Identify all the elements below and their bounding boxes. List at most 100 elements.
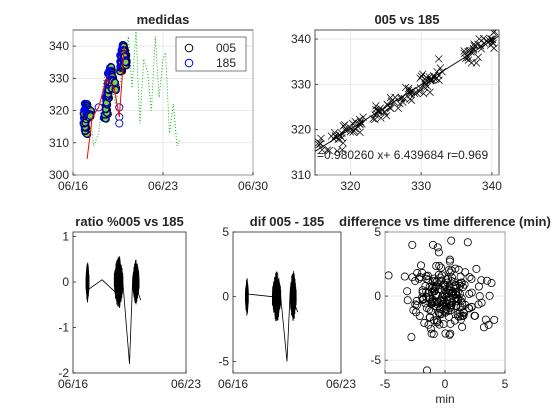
- point-005: [122, 58, 130, 67]
- legend-label-185: 185: [216, 56, 236, 70]
- ratio-xtick-label: 06/16: [58, 377, 88, 391]
- point-circle: [456, 315, 465, 324]
- series-burst: [289, 271, 297, 321]
- point-circle: [472, 264, 481, 273]
- point-circle: [412, 296, 421, 305]
- point-x: [464, 56, 473, 64]
- point-circle: [459, 308, 468, 317]
- diffscatter-xtick-label: 0: [442, 377, 449, 391]
- legend-box: [175, 36, 247, 72]
- medidas-xtick-label: 06/23: [148, 179, 178, 193]
- point-circle: [440, 291, 449, 300]
- point-x: [394, 104, 402, 112]
- point-x: [338, 145, 346, 154]
- medidas-ytick-label: 330: [49, 71, 69, 85]
- point-circle: [450, 316, 459, 325]
- point-x: [421, 80, 429, 89]
- point-x: [415, 87, 424, 96]
- scatter005vs185-ytick-label: 310: [291, 168, 311, 182]
- series-burst: [113, 256, 124, 309]
- series-burst: [271, 271, 282, 322]
- point-x: [325, 146, 333, 155]
- point-circle: [445, 330, 454, 339]
- point-x: [469, 46, 478, 54]
- point-185: [115, 119, 124, 128]
- point-circle: [453, 297, 462, 306]
- ratio-ytick-label: -2: [58, 366, 69, 380]
- point-x: [358, 120, 366, 128]
- point-circle: [479, 323, 488, 332]
- point-circle: [436, 297, 445, 306]
- point-circle: [465, 273, 474, 282]
- point-circle: [416, 261, 425, 270]
- point-x: [486, 35, 495, 43]
- point-x: [335, 134, 343, 143]
- medidas-ytick-label: 300: [49, 168, 69, 182]
- point-circle: [460, 280, 469, 289]
- point-circle: [432, 318, 441, 327]
- point-circle: [408, 240, 417, 249]
- point-circle: [484, 320, 493, 329]
- point-circle: [450, 281, 459, 290]
- point-circle: [424, 288, 433, 297]
- series-line: [248, 292, 299, 362]
- point-circle: [444, 266, 453, 275]
- medidas-title: medidas: [137, 12, 190, 27]
- point-circle: [438, 271, 447, 280]
- point-x: [426, 88, 434, 96]
- point-x: [348, 119, 357, 128]
- dif-xtick-label: 06/23: [326, 377, 356, 391]
- point-circle: [470, 311, 479, 320]
- point-circle: [449, 291, 458, 300]
- point-circle: [411, 276, 420, 285]
- point-circle: [482, 276, 491, 285]
- point-circle: [481, 315, 490, 324]
- point-circle: [415, 273, 424, 282]
- point-x: [474, 53, 482, 61]
- point-circle: [485, 291, 494, 300]
- point-circle: [447, 302, 456, 311]
- series-line: [88, 277, 142, 364]
- point-circle: [433, 243, 442, 252]
- point-x: [470, 40, 478, 48]
- medidas-panel: 06/16 06/23 06/30 300 310 320 330 340 medidas 005…: [49, 12, 268, 193]
- point-x: [428, 75, 437, 84]
- series-green-dotted: [84, 30, 181, 147]
- scatter005vs185-xtick-label: 340: [482, 179, 502, 193]
- point-005: [86, 112, 95, 121]
- point-circle: [467, 302, 476, 311]
- scatter005vs185-panel: 320 330 340 310 320 330 340 005 vs 185 =0.980260…: [291, 12, 502, 193]
- point-x: [349, 128, 357, 136]
- scatter005vs185-ytick-label: 330: [291, 77, 311, 91]
- point-circle: [456, 303, 465, 312]
- legend-marker-185: [184, 58, 194, 68]
- point-circle: [440, 285, 449, 294]
- dif-marks: [244, 271, 299, 362]
- point-circle: [490, 315, 499, 324]
- point-x: [315, 138, 323, 147]
- legend-marker-005: [184, 43, 194, 53]
- medidas-ytick-label: 320: [49, 104, 69, 118]
- point-circle: [465, 289, 474, 298]
- point-185: [94, 103, 103, 112]
- ratio-ytick-label: -1: [58, 321, 69, 335]
- ratio-xtick-label: 06/23: [171, 377, 201, 391]
- ratio-ytick-label: 0: [62, 275, 69, 289]
- point-x: [472, 59, 481, 67]
- scatter005vs185-ytick-label: 320: [291, 123, 311, 137]
- point-circle: [435, 284, 444, 293]
- point-circle: [403, 287, 412, 296]
- point-circle: [447, 277, 456, 286]
- point-x: [385, 103, 394, 112]
- point-circle: [444, 306, 453, 315]
- point-circle: [428, 240, 437, 249]
- point-circle: [415, 274, 424, 283]
- point-005: [111, 79, 120, 87]
- diffscatter-xlabel: min: [435, 392, 454, 406]
- point-circle: [434, 248, 443, 257]
- ratio-ytick-label: 1: [62, 230, 69, 244]
- point-circle: [436, 310, 445, 319]
- point-x: [339, 122, 348, 130]
